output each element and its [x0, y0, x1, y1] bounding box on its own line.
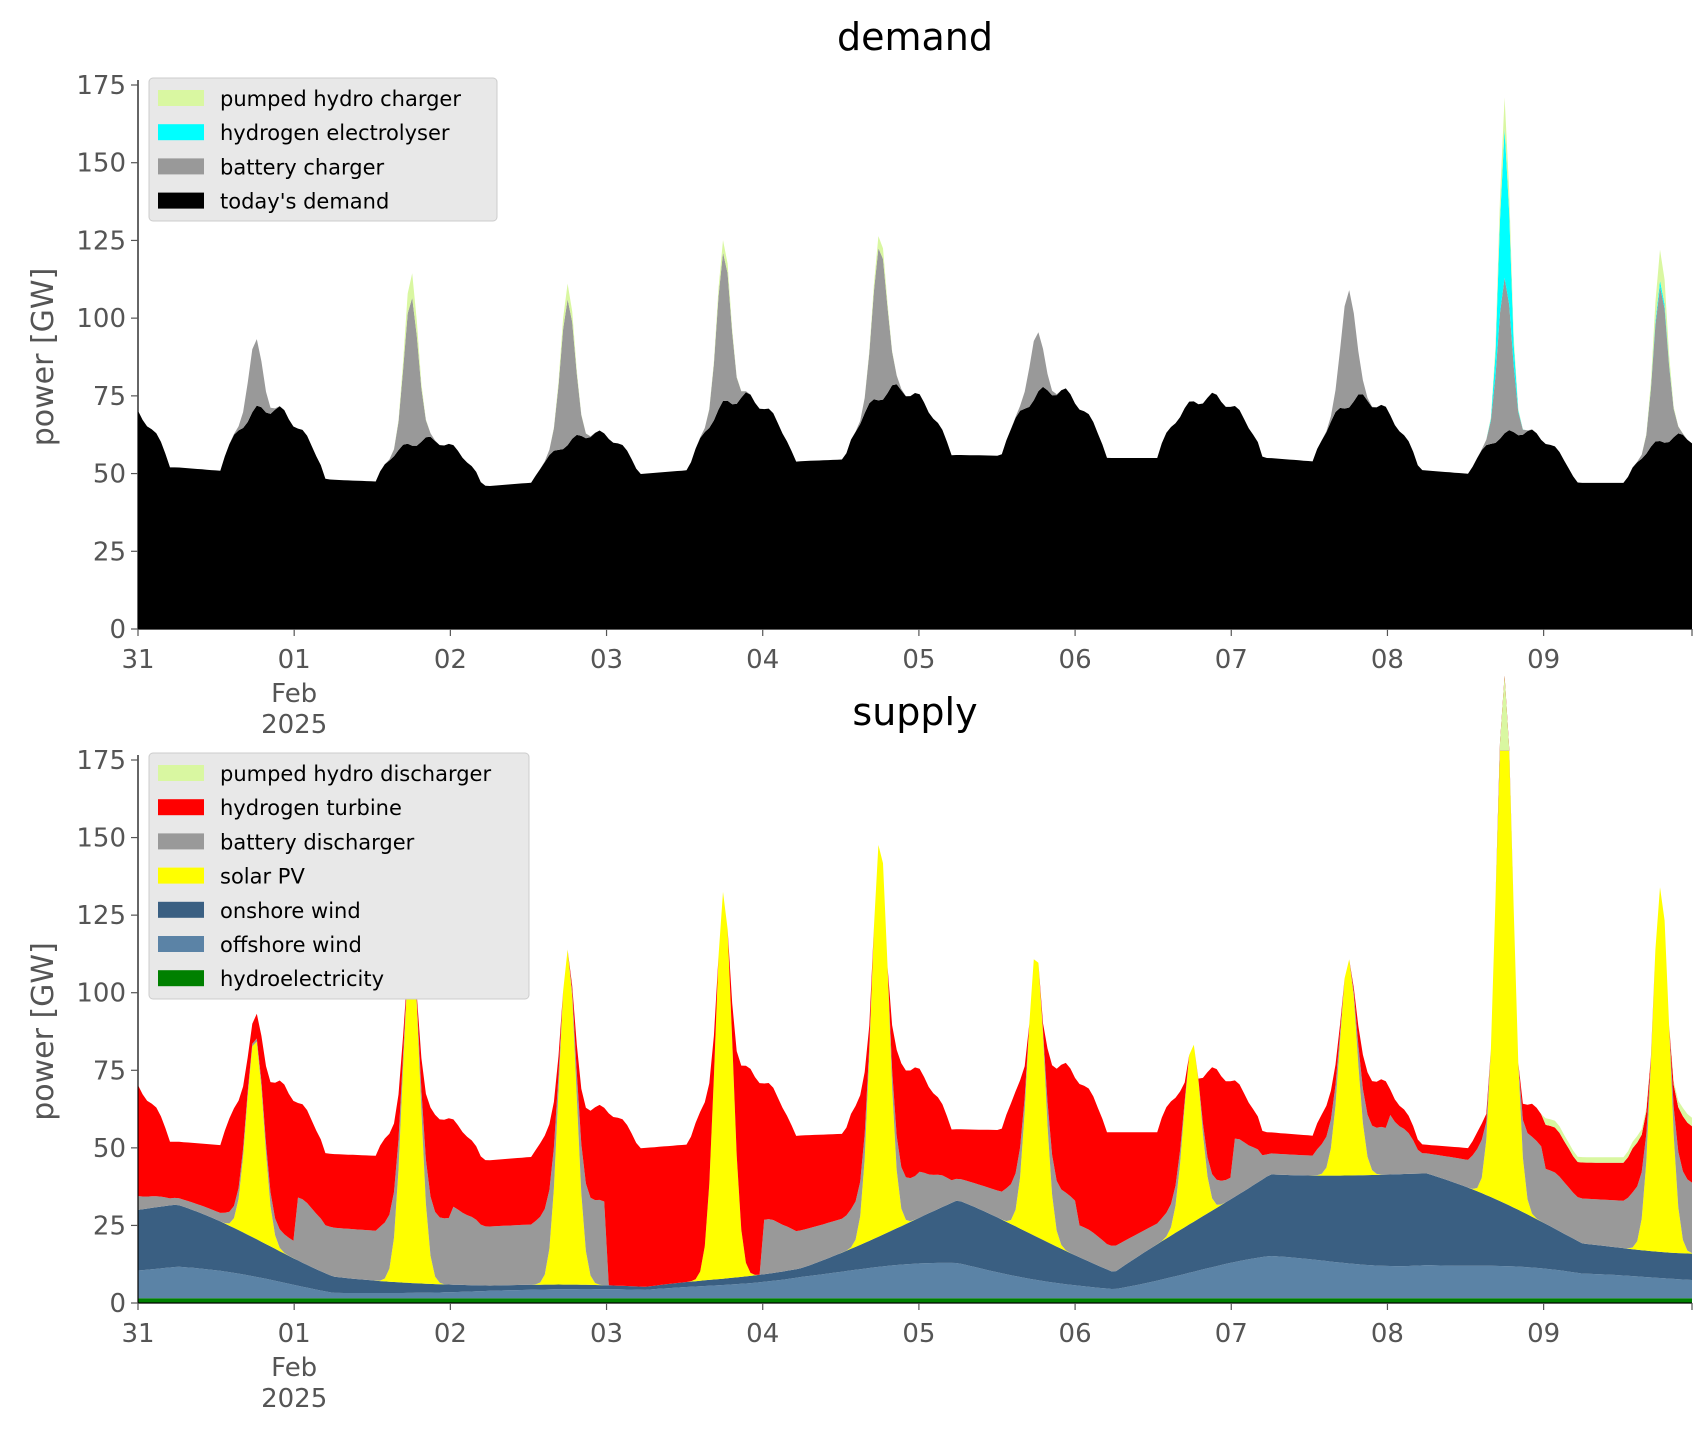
legend-label: hydroelectricity [220, 967, 384, 991]
y-tick-label: 75 [93, 382, 126, 412]
x-tick-label: 07 [1215, 645, 1248, 675]
area-hydroelectricity [138, 1298, 1692, 1303]
x-tick-label: 31 [121, 1319, 154, 1349]
x-tick-sublabel: 2025 [261, 710, 327, 740]
y-tick-label: 50 [93, 1134, 126, 1164]
chart-title: demand [837, 15, 993, 59]
x-tick-label: 02 [434, 1319, 467, 1349]
legend-swatch [158, 90, 204, 106]
y-tick-label: 125 [76, 226, 126, 256]
x-tick-label: 06 [1059, 645, 1092, 675]
y-tick-label: 75 [93, 1056, 126, 1086]
y-tick-label: 0 [109, 615, 126, 645]
area-hydrogen-turbine [138, 675, 1692, 1287]
area-today-s-demand [138, 384, 1692, 629]
y-axis-label: power [GW] [26, 268, 61, 447]
legend-swatch [158, 970, 204, 987]
y-tick-label: 50 [93, 460, 126, 490]
legend-box [148, 752, 530, 1000]
x-tick-label: 05 [902, 645, 935, 675]
x-tick-label: 03 [590, 645, 623, 675]
legend-label: offshore wind [220, 933, 362, 957]
legend-label: pumped hydro charger [220, 87, 461, 111]
legend-label: hydrogen turbine [220, 796, 402, 820]
x-tick-label: 01 [278, 645, 311, 675]
x-tick-sublabel: Feb [271, 1353, 317, 1383]
legend-label: pumped hydro discharger [220, 762, 491, 786]
legend-label: onshore wind [220, 899, 361, 923]
legend: pumped hydro discharger hydrogen turbine b… [148, 752, 530, 1000]
y-tick-label: 25 [93, 537, 126, 567]
x-tick-label: 01 [278, 1319, 311, 1349]
x-tick-label: 07 [1215, 1319, 1248, 1349]
legend-label: today's demand [220, 190, 389, 214]
y-tick-label: 25 [93, 1211, 126, 1241]
legend-swatch [158, 765, 204, 781]
legend-swatch [158, 901, 204, 918]
y-tick-label: 150 [76, 824, 126, 854]
legend-swatch [158, 936, 204, 952]
area-onshore-wind [138, 1173, 1692, 1293]
x-tick-label: 04 [746, 1319, 779, 1349]
legend-label: hydrogen electrolyser [220, 121, 450, 145]
y-tick-label: 175 [76, 71, 126, 101]
x-tick-label: 05 [902, 1319, 935, 1349]
x-tick-label: 08 [1371, 1319, 1404, 1349]
y-tick-label: 175 [76, 746, 126, 776]
x-tick-label: 04 [746, 645, 779, 675]
x-tick-label: 09 [1527, 1319, 1560, 1349]
legend-swatch [158, 867, 204, 884]
chart-title: supply [852, 690, 977, 734]
x-tick-label: 08 [1371, 645, 1404, 675]
legend-swatch [158, 833, 204, 850]
y-tick-label: 100 [76, 979, 126, 1009]
y-tick-label: 125 [76, 901, 126, 931]
y-tick-label: 100 [76, 304, 126, 334]
y-tick-label: 150 [76, 149, 126, 179]
legend-swatch [158, 799, 204, 816]
legend-swatch [158, 124, 204, 141]
x-tick-label: 06 [1059, 1319, 1092, 1349]
x-tick-label: 03 [590, 1319, 623, 1349]
legend-label: battery charger [220, 155, 385, 179]
legend-box [148, 77, 498, 222]
legend-swatch [158, 192, 204, 209]
x-tick-sublabel: Feb [271, 679, 317, 709]
y-axis-label: power [GW] [26, 942, 61, 1121]
legend-swatch [158, 158, 204, 175]
x-tick-label: 31 [121, 645, 154, 675]
x-tick-label: 09 [1527, 645, 1560, 675]
legend-label: battery discharger [220, 830, 415, 854]
legend-label: solar PV [220, 865, 305, 889]
x-tick-sublabel: 2025 [261, 1384, 327, 1414]
area-offshore-wind [138, 1256, 1692, 1299]
y-tick-label: 0 [109, 1289, 126, 1319]
legend: pumped hydro charger hydrogen electrolyse… [148, 77, 498, 222]
x-tick-label: 02 [434, 645, 467, 675]
